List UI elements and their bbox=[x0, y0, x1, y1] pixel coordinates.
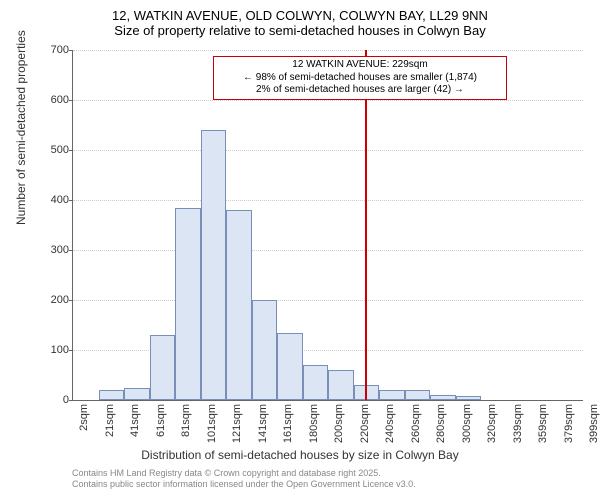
histogram-bar bbox=[201, 130, 227, 400]
xtick-label: 180sqm bbox=[308, 404, 320, 454]
xtick-label: 300sqm bbox=[461, 404, 473, 454]
xtick-label: 141sqm bbox=[257, 404, 269, 454]
gridline bbox=[73, 100, 583, 101]
gridline bbox=[73, 50, 583, 51]
title-line-2: Size of property relative to semi-detach… bbox=[0, 23, 600, 38]
histogram-bar bbox=[277, 333, 303, 401]
histogram-bar bbox=[226, 210, 252, 400]
xtick-label: 359sqm bbox=[537, 404, 549, 454]
histogram-bar bbox=[405, 390, 431, 400]
y-axis-label: Number of semi-detached properties bbox=[14, 30, 28, 225]
ytick-mark bbox=[69, 300, 73, 301]
histogram-bar bbox=[303, 365, 329, 400]
ytick-label: 300 bbox=[29, 244, 69, 256]
xtick-label: 41sqm bbox=[129, 404, 141, 454]
attribution-line-1: Contains HM Land Registry data © Crown c… bbox=[72, 468, 416, 479]
xtick-label: 200sqm bbox=[333, 404, 345, 454]
ytick-mark bbox=[69, 400, 73, 401]
ytick-label: 0 bbox=[29, 394, 69, 406]
xtick-label: 2sqm bbox=[78, 404, 90, 454]
gridline bbox=[73, 150, 583, 151]
chart-area: 01002003004005006007002sqm21sqm41sqm61sq… bbox=[72, 50, 582, 400]
x-axis-label: Distribution of semi-detached houses by … bbox=[0, 448, 600, 462]
xtick-label: 260sqm bbox=[410, 404, 422, 454]
histogram-bar bbox=[150, 335, 176, 400]
attribution: Contains HM Land Registry data © Crown c… bbox=[72, 468, 416, 490]
histogram-bar bbox=[456, 396, 482, 400]
xtick-label: 121sqm bbox=[231, 404, 243, 454]
xtick-label: 339sqm bbox=[512, 404, 524, 454]
plot-region: 01002003004005006007002sqm21sqm41sqm61sq… bbox=[72, 50, 583, 401]
gridline bbox=[73, 250, 583, 251]
xtick-label: 21sqm bbox=[104, 404, 116, 454]
ytick-mark bbox=[69, 200, 73, 201]
xtick-label: 240sqm bbox=[384, 404, 396, 454]
ytick-label: 700 bbox=[29, 44, 69, 56]
xtick-label: 399sqm bbox=[588, 404, 600, 454]
xtick-label: 61sqm bbox=[155, 404, 167, 454]
ytick-label: 600 bbox=[29, 94, 69, 106]
chart-container: 12, WATKIN AVENUE, OLD COLWYN, COLWYN BA… bbox=[0, 0, 600, 500]
ytick-mark bbox=[69, 100, 73, 101]
histogram-bar bbox=[175, 208, 201, 401]
gridline bbox=[73, 300, 583, 301]
ytick-mark bbox=[69, 50, 73, 51]
xtick-label: 161sqm bbox=[282, 404, 294, 454]
histogram-bar bbox=[430, 395, 456, 400]
histogram-bar bbox=[124, 388, 150, 401]
histogram-bar bbox=[99, 390, 125, 400]
histogram-bar bbox=[379, 390, 405, 400]
histogram-bar bbox=[252, 300, 278, 400]
title-area: 12, WATKIN AVENUE, OLD COLWYN, COLWYN BA… bbox=[0, 0, 600, 38]
ytick-label: 500 bbox=[29, 144, 69, 156]
ytick-label: 400 bbox=[29, 194, 69, 206]
xtick-label: 280sqm bbox=[435, 404, 447, 454]
xtick-label: 320sqm bbox=[486, 404, 498, 454]
ytick-mark bbox=[69, 250, 73, 251]
annotation-box: 12 WATKIN AVENUE: 229sqm← 98% of semi-de… bbox=[213, 56, 507, 100]
ytick-label: 200 bbox=[29, 294, 69, 306]
histogram-bar bbox=[328, 370, 354, 400]
annotation-line-3: 2% of semi-detached houses are larger (4… bbox=[220, 84, 500, 97]
xtick-label: 101sqm bbox=[206, 404, 218, 454]
marker-line bbox=[365, 50, 367, 400]
gridline bbox=[73, 200, 583, 201]
xtick-label: 379sqm bbox=[563, 404, 575, 454]
attribution-line-2: Contains public sector information licen… bbox=[72, 479, 416, 490]
annotation-line-2: ← 98% of semi-detached houses are smalle… bbox=[220, 72, 500, 85]
xtick-label: 81sqm bbox=[180, 404, 192, 454]
annotation-line-1: 12 WATKIN AVENUE: 229sqm bbox=[220, 59, 500, 72]
ytick-label: 100 bbox=[29, 344, 69, 356]
ytick-mark bbox=[69, 350, 73, 351]
title-line-1: 12, WATKIN AVENUE, OLD COLWYN, COLWYN BA… bbox=[0, 8, 600, 23]
xtick-label: 220sqm bbox=[359, 404, 371, 454]
ytick-mark bbox=[69, 150, 73, 151]
